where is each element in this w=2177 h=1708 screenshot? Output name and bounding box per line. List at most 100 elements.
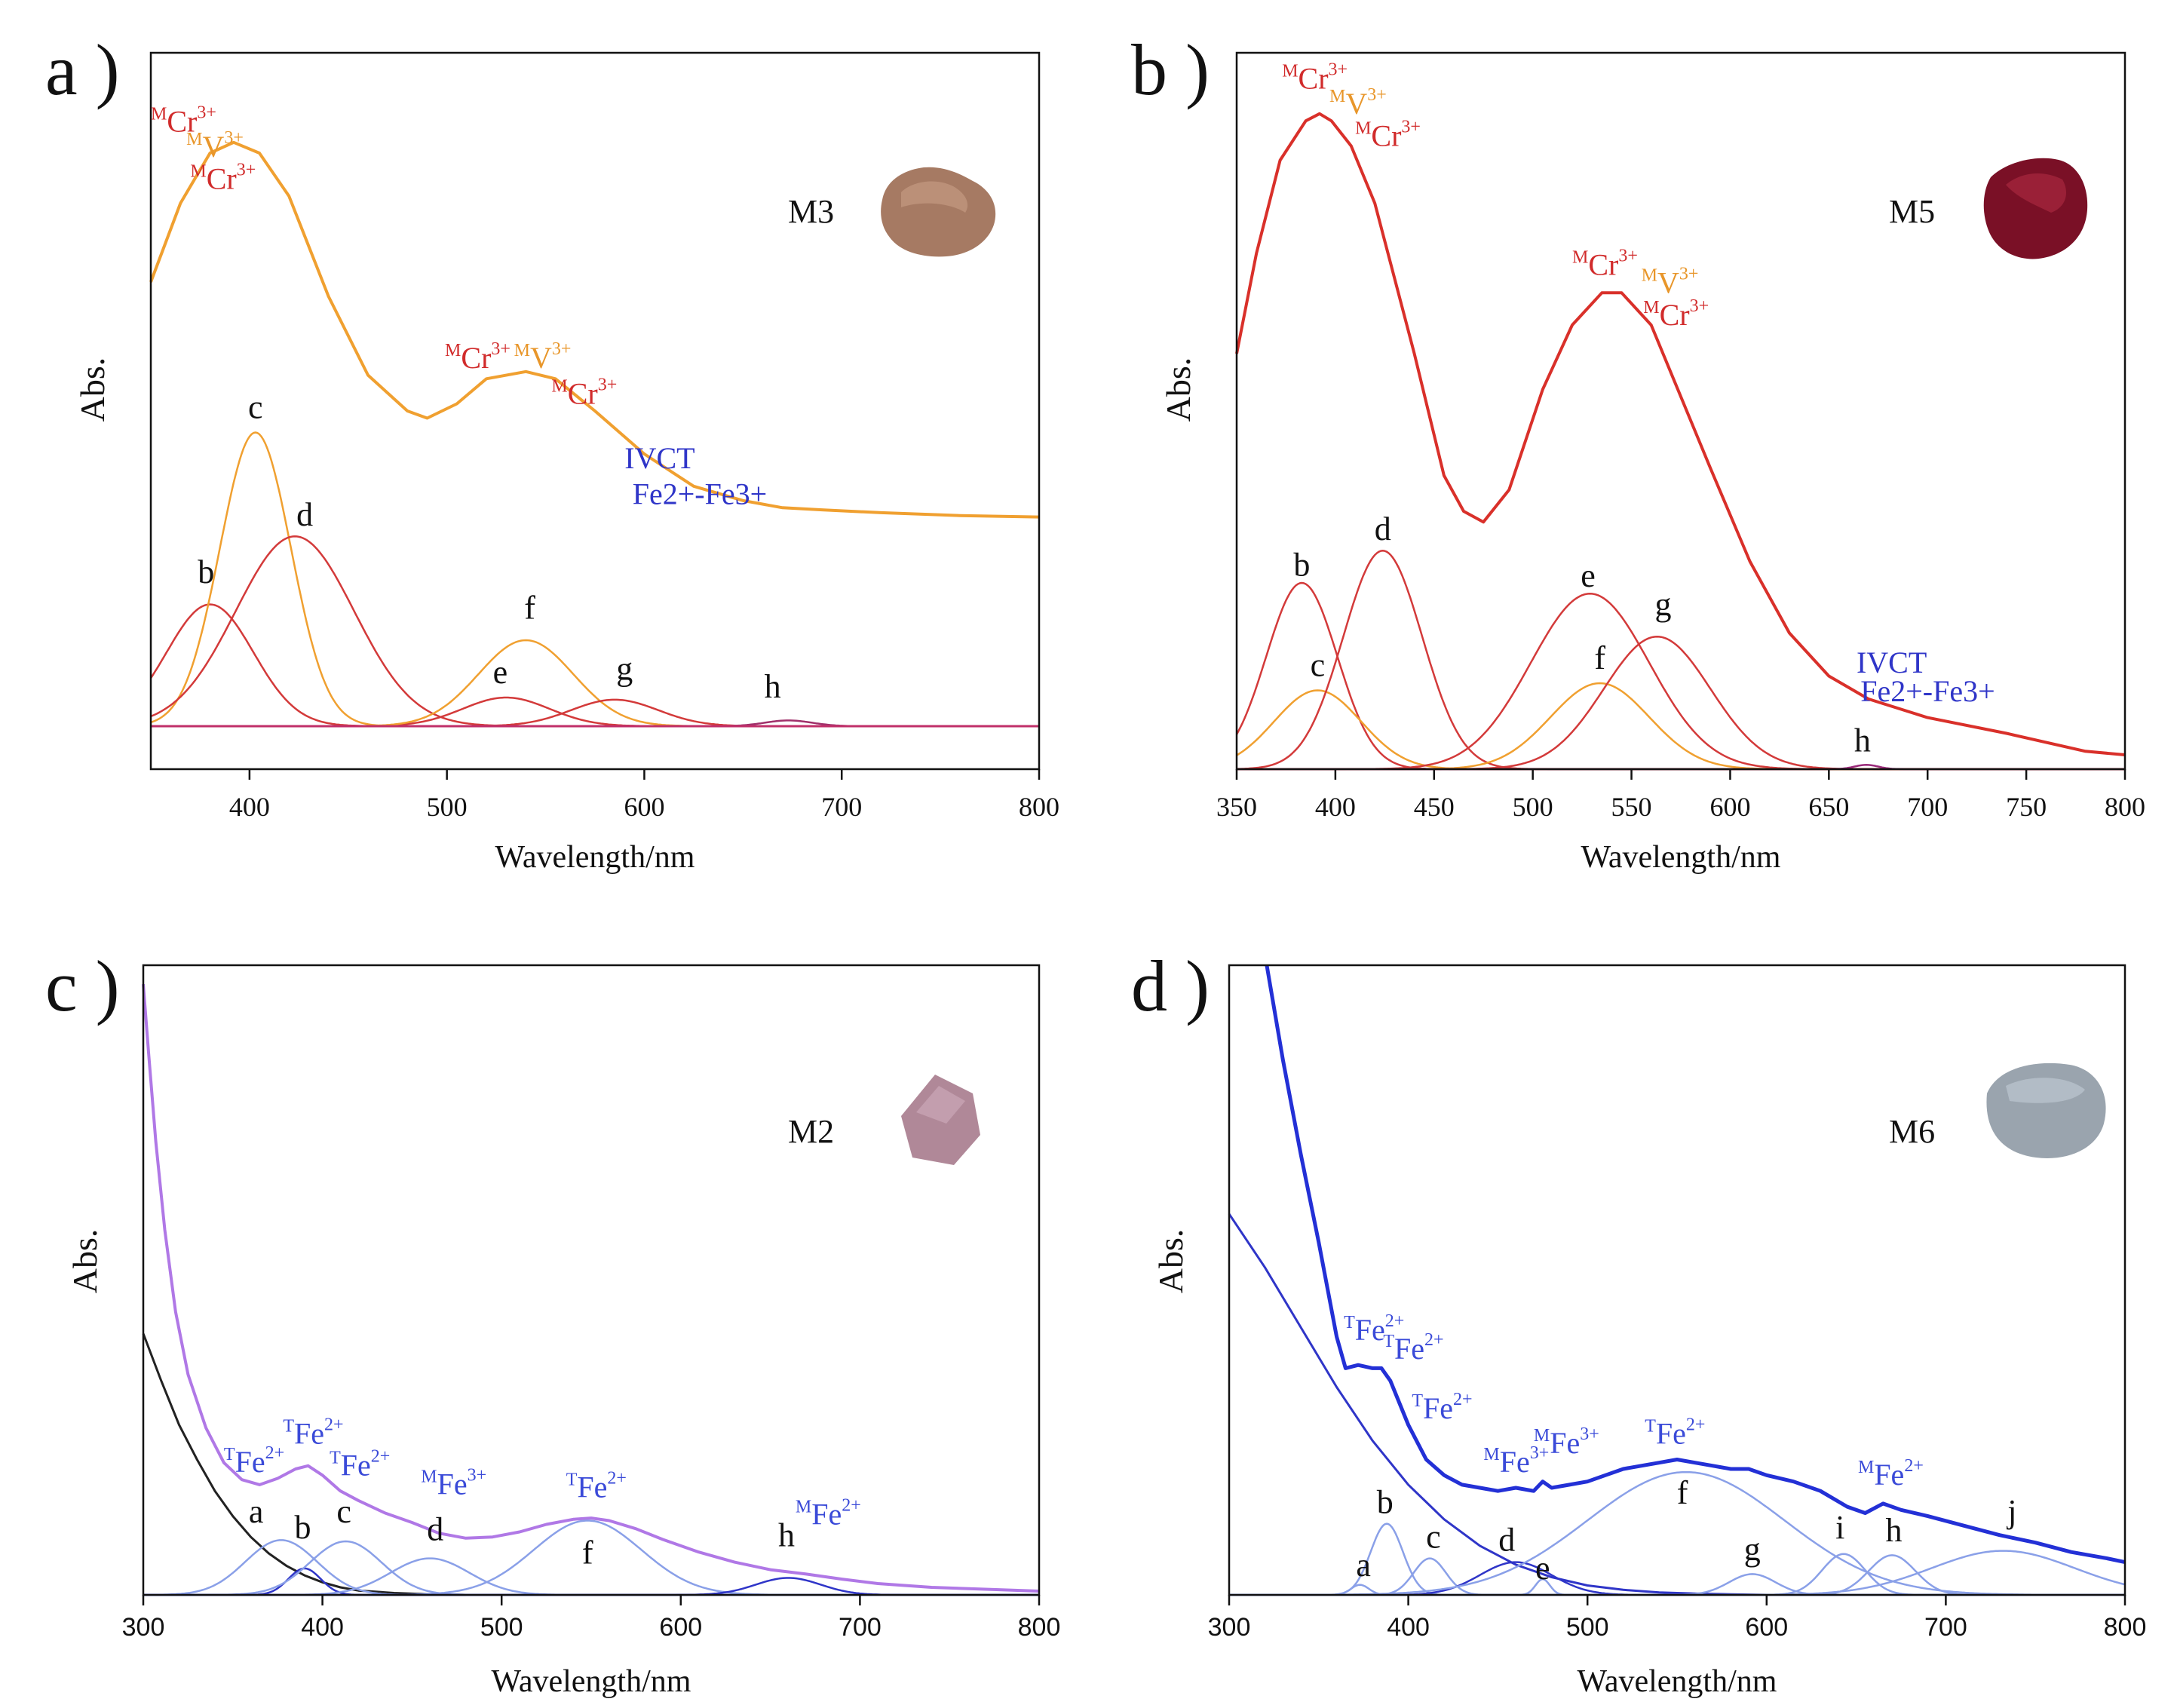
plot-frame xyxy=(149,51,1041,771)
x-tick-label: 500 xyxy=(1513,792,1553,822)
series-spectrum xyxy=(1235,112,2126,756)
x-tick-label: 400 xyxy=(229,792,270,822)
series-spectrum xyxy=(142,983,1040,1593)
peak-label-e: e xyxy=(1535,1550,1550,1587)
peak-label-c: c xyxy=(1426,1518,1441,1555)
annotation-label: MCr3+ xyxy=(1643,296,1709,332)
x-tick-label: 400 xyxy=(1315,792,1356,822)
annotation-label: TFe2+ xyxy=(1344,1311,1404,1347)
x-tick-label: 500 xyxy=(1566,1613,1609,1642)
annotation-label: MCr3+ xyxy=(445,339,511,375)
peak-label-f: f xyxy=(1594,639,1605,676)
panel-label: a ) xyxy=(45,29,120,110)
peak-label-h: h xyxy=(1885,1512,1902,1549)
annotation-label: IVCT xyxy=(1857,645,1927,679)
x-tick-label: 800 xyxy=(1018,1613,1061,1642)
annotation-label: MFe3+ xyxy=(421,1465,486,1501)
peak-label-a: a xyxy=(1356,1547,1371,1584)
x-tick-label: 450 xyxy=(1414,792,1455,822)
series-b xyxy=(143,1567,1039,1596)
peak-label-h: h xyxy=(1854,722,1871,759)
peak-label-g: g xyxy=(616,650,633,687)
peak-label-c: c xyxy=(1311,647,1326,684)
x-tick-label: 400 xyxy=(301,1613,344,1642)
x-tick-label: 600 xyxy=(659,1613,702,1642)
peak-label-c: c xyxy=(248,389,263,426)
peak-label-e: e xyxy=(1581,557,1596,594)
y-axis-label: Abs. xyxy=(1151,1229,1190,1294)
peak-label-d: d xyxy=(427,1510,443,1547)
x-tick-label: 650 xyxy=(1808,792,1849,822)
panel-c: 300 400 500 600 700 800 Wavelength/nm Abs. c ) M2… xyxy=(45,946,1060,1699)
x-tick-label: 700 xyxy=(839,1613,882,1642)
annotation-label: MCr3+ xyxy=(1282,60,1348,96)
annotation-label: MFe2+ xyxy=(1858,1456,1924,1492)
peak-label-e: e xyxy=(493,654,508,691)
peak-label-b: b xyxy=(1377,1483,1394,1520)
annotation-label: TFe2+ xyxy=(1383,1330,1443,1366)
annotation-label: MV3+ xyxy=(514,339,572,375)
series-background xyxy=(1228,1213,1767,1596)
x-axis-label: Wavelength/nm xyxy=(1578,1664,1777,1699)
x-tick-label: 800 xyxy=(2104,1613,2147,1642)
series-c xyxy=(150,431,1039,728)
annotation-label: MFe3+ xyxy=(1483,1443,1549,1479)
annotation-label: MV3+ xyxy=(1329,85,1387,121)
annotation-label: TFe2+ xyxy=(566,1469,627,1504)
annotation-label: Fe2+-Fe3+ xyxy=(633,477,767,511)
annotation-label: MV3+ xyxy=(1642,264,1699,299)
series-d xyxy=(1236,550,2125,771)
annotation-label: TFe2+ xyxy=(224,1443,284,1479)
gem-images xyxy=(881,158,2106,1165)
panel-b: 350 400 450 500 550 600 650 700 750 800 Wavelength… xyxy=(1131,29,2145,875)
sample-name: M2 xyxy=(788,1113,834,1150)
peak-label-c: c xyxy=(336,1493,351,1530)
peak-label-d: d xyxy=(296,496,313,533)
gem-photo-m5 xyxy=(1983,158,2088,259)
peak-label-h: h xyxy=(778,1517,795,1554)
panel-label: b ) xyxy=(1131,29,1210,110)
x-axis-label: Wavelength/nm xyxy=(492,1664,691,1699)
series-f xyxy=(151,639,1039,728)
plot-frame xyxy=(1228,964,2126,1596)
annotation-label: TFe2+ xyxy=(1412,1390,1472,1425)
peak-label-f: f xyxy=(1677,1474,1688,1511)
peak-label-i: i xyxy=(1835,1509,1844,1546)
x-tick-label: 800 xyxy=(2105,792,2145,822)
x-tick-label: 600 xyxy=(624,792,664,822)
peak-label-j: j xyxy=(2006,1493,2016,1530)
sample-name: M3 xyxy=(788,193,834,230)
x-tick-label: 700 xyxy=(1907,792,1948,822)
x-axis-label: Wavelength/nm xyxy=(1581,840,1781,875)
panel-d: 300 400 500 600 700 800 Wavelength/nm Abs. d ) M6… xyxy=(1131,946,2146,1699)
peak-label-g: g xyxy=(1654,586,1671,623)
peak-label-f: f xyxy=(524,590,535,627)
x-tick-label: 800 xyxy=(1019,792,1059,822)
annotation-label: TFe2+ xyxy=(330,1446,390,1482)
annotation-label: MFe2+ xyxy=(796,1495,861,1531)
series-b xyxy=(149,603,1039,728)
annotation-label: MCr3+ xyxy=(551,376,617,411)
x-tick-label: 500 xyxy=(480,1613,523,1642)
series-spectrum xyxy=(1265,964,2126,1565)
gem-photo-m3 xyxy=(881,167,996,257)
x-tick-label: 350 xyxy=(1216,792,1257,822)
annotation-label: MCr3+ xyxy=(190,161,256,196)
peak-label-b: b xyxy=(294,1509,311,1546)
x-tick-label: 500 xyxy=(427,792,468,822)
peak-label-h: h xyxy=(765,668,781,705)
series-black xyxy=(142,1332,466,1596)
panel-label: d ) xyxy=(1131,946,1210,1026)
panel-a: 400 500 600 700 800 Wavelength/nm Abs. a ) M3 b c d… xyxy=(45,29,1059,875)
panel-label: c ) xyxy=(45,946,120,1026)
gem-photo-m6 xyxy=(1986,1063,2106,1158)
peak-label-b: b xyxy=(1293,547,1310,584)
x-tick-label: 700 xyxy=(821,792,862,822)
x-tick-label: 300 xyxy=(122,1613,165,1642)
peak-label-f: f xyxy=(582,1534,593,1571)
y-axis-label: Abs. xyxy=(66,1229,104,1294)
peak-label-a: a xyxy=(249,1493,264,1530)
y-axis-label: Abs. xyxy=(1159,357,1197,422)
annotation-label: MCr3+ xyxy=(1572,247,1638,282)
